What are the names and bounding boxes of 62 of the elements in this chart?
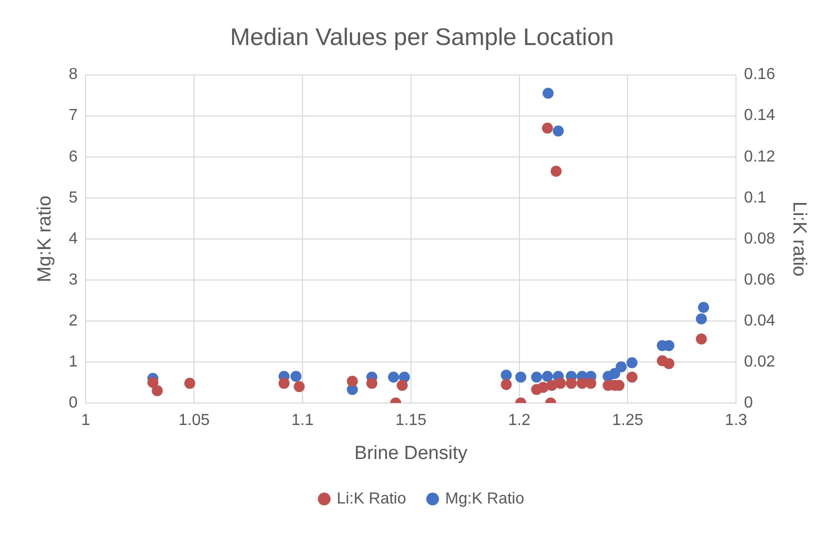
y2-axis-title: Li:K ratio — [788, 201, 810, 276]
legend-label: Mg:K Ratio — [445, 490, 524, 508]
point — [290, 370, 302, 382]
y-tick-label: 8 — [68, 66, 78, 84]
point — [696, 334, 707, 344]
point — [550, 166, 562, 177]
y2-tick-label: 0.14 — [744, 107, 776, 124]
y-tick-label: 4 — [68, 230, 78, 248]
y2-tick-label: 0.02 — [744, 353, 776, 370]
y-axis-title: Mg:K ratio — [34, 196, 56, 282]
y2-tick-label: 0.08 — [744, 230, 776, 248]
point — [663, 358, 674, 370]
point — [542, 122, 553, 134]
point — [626, 357, 638, 368]
point — [538, 382, 549, 393]
point — [542, 88, 554, 99]
point — [388, 372, 400, 383]
x-tick-label: 1.1 — [291, 412, 314, 430]
point — [531, 372, 542, 383]
point — [396, 380, 408, 391]
x-axis-title: Brine Density — [354, 442, 468, 464]
x-tick-label: 1.15 — [395, 412, 427, 430]
point — [585, 378, 596, 389]
y2-tick-label: 0.12 — [744, 148, 776, 166]
y2-tick-label: 0.16 — [744, 66, 776, 84]
y-tick-label: 5 — [68, 189, 78, 206]
x-tick-label: 1.2 — [508, 412, 530, 430]
point — [609, 368, 620, 379]
y2-tick-label: 0.1 — [744, 189, 766, 206]
y2-tick-label: 0.06 — [744, 271, 776, 288]
point — [626, 372, 638, 383]
x-tick-label: 1.25 — [612, 412, 644, 430]
y2-tick-label: 0.04 — [744, 312, 776, 330]
point — [147, 376, 158, 388]
y-tick-label: 2 — [68, 312, 78, 330]
legend-label: Li:K Ratio — [336, 490, 406, 508]
y-tick-label: 7 — [68, 107, 78, 124]
point — [515, 372, 526, 383]
y-tick-label: 0 — [68, 394, 78, 412]
x-tick-label: 1 — [81, 412, 90, 430]
point — [152, 385, 163, 396]
point — [184, 378, 196, 389]
point — [500, 379, 512, 390]
y2-tick-label: 0 — [744, 394, 754, 412]
point — [696, 313, 707, 324]
point — [542, 370, 553, 382]
point — [698, 302, 710, 313]
point — [552, 126, 564, 137]
point — [366, 378, 378, 389]
x-tick-label: 1.05 — [178, 412, 210, 430]
y-tick-label: 3 — [68, 271, 78, 288]
point — [278, 378, 290, 389]
point — [346, 376, 358, 387]
point — [294, 381, 305, 392]
y-tick-label: 6 — [68, 148, 78, 166]
point — [554, 378, 566, 389]
chart-title: Median Values per Sample Location — [230, 24, 614, 52]
point — [500, 370, 512, 381]
point — [616, 361, 627, 372]
point — [566, 378, 577, 389]
x-tick-label: 1.3 — [724, 412, 748, 430]
y-tick-label: 1 — [68, 353, 78, 370]
